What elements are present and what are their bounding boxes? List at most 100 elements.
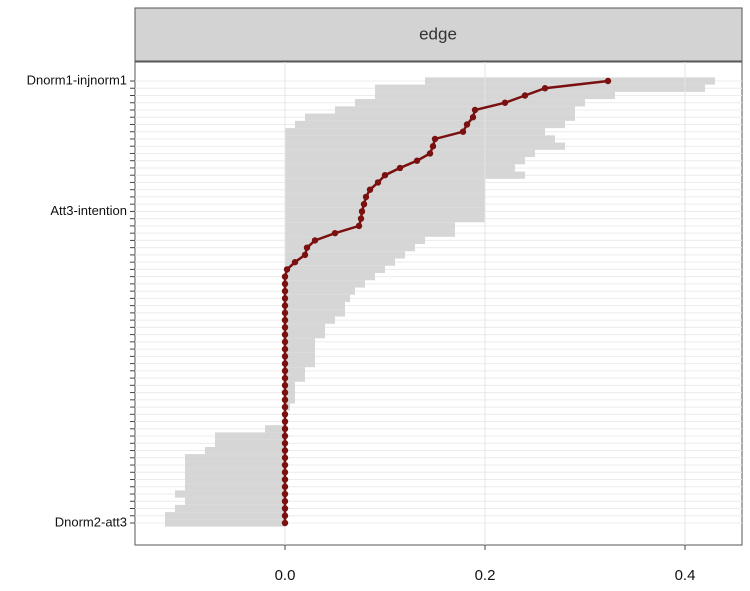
edge-point (311, 237, 319, 244)
ci-band (285, 287, 355, 295)
ci-band (285, 280, 365, 288)
edge-point (281, 302, 289, 309)
ci-band (285, 367, 305, 375)
edge-point (283, 266, 291, 273)
edge-point (360, 200, 368, 208)
edge-point (355, 222, 363, 230)
facet-strip (134, 7, 743, 62)
edge-point (469, 114, 477, 121)
edge-point (463, 121, 471, 128)
edge-point (281, 316, 289, 324)
ci-band (285, 128, 545, 136)
ci-band (285, 323, 325, 331)
ci-band (285, 330, 325, 339)
edge-point (381, 171, 389, 179)
edge-point (281, 389, 289, 396)
edge-point (281, 469, 289, 476)
edge-point (281, 382, 289, 389)
edge-point (366, 186, 374, 193)
edge-point (281, 483, 289, 490)
edge-point (281, 331, 289, 338)
edge-point (281, 461, 289, 469)
y-tick-label: Dnorm2-att3 (55, 514, 127, 529)
ci-band (285, 302, 345, 310)
ci-band (185, 497, 285, 505)
edge-point (396, 164, 404, 172)
ci-band (305, 113, 575, 121)
ci-band (175, 504, 285, 513)
x-tick-label: 0.4 (675, 567, 696, 584)
ci-band (215, 432, 285, 440)
ci-band (185, 483, 285, 491)
ci-band (285, 381, 295, 389)
ci-band (285, 157, 525, 165)
ci-band (165, 512, 285, 520)
edge-point (459, 128, 467, 135)
ci-band (295, 120, 565, 129)
ci-band (285, 294, 350, 302)
ci-band (375, 84, 705, 92)
ci-band (285, 352, 315, 360)
edge-point (281, 338, 289, 346)
x-tick-label: 0.2 (475, 567, 496, 584)
ci-band (285, 396, 295, 404)
ci-band (285, 186, 485, 194)
edge-point (429, 143, 437, 150)
ci-band (185, 475, 285, 484)
edge-point (331, 229, 339, 237)
ci-band (185, 454, 285, 462)
edge-point (362, 193, 370, 201)
edge-point (281, 360, 289, 367)
ci-band (185, 468, 285, 476)
ci-band (285, 258, 395, 266)
edge-point (281, 403, 289, 411)
edge-point (541, 85, 549, 92)
edge-point (471, 106, 479, 114)
edge-point (281, 396, 289, 404)
ci-band (375, 91, 615, 100)
edge-point (281, 440, 289, 447)
edge-point (301, 251, 309, 259)
ci-band (285, 178, 485, 187)
edge-point (521, 92, 529, 99)
edge-point (281, 295, 289, 302)
ci-band (285, 215, 485, 223)
ci-band (265, 425, 285, 433)
edge-point (426, 150, 434, 157)
ci-band (205, 446, 285, 455)
edge-point (281, 374, 289, 382)
edge-point (291, 258, 299, 266)
edge-point (281, 476, 289, 483)
edge-point (281, 490, 289, 498)
ci-band (285, 309, 345, 317)
edge-point (281, 309, 289, 317)
ci-band (285, 193, 485, 201)
ci-band (185, 461, 285, 469)
edge-point (281, 353, 289, 360)
ci-band (285, 171, 525, 179)
edge-point (281, 287, 289, 295)
edge-point (413, 157, 421, 164)
edge-point (501, 99, 509, 106)
ci-band (285, 222, 455, 230)
edge-point (281, 432, 289, 440)
x-tick-label: 0.0 (275, 567, 296, 584)
edge-point (303, 244, 311, 251)
y-tick-label: Dnorm1-injnorm1 (27, 72, 127, 87)
edge-point (431, 135, 439, 143)
edge-point (357, 215, 365, 222)
edge-point (281, 273, 289, 280)
ci-band (165, 519, 285, 527)
ci-band (335, 106, 575, 114)
edge-point (281, 367, 289, 375)
ci-band (285, 200, 485, 208)
ci-band (285, 149, 535, 158)
ci-band (285, 388, 295, 397)
ci-band (285, 207, 485, 216)
edge-point (374, 179, 382, 186)
edge-point (281, 411, 289, 418)
edge-point (281, 280, 289, 288)
ci-band (285, 338, 315, 346)
edge-point (281, 519, 289, 527)
ci-band (285, 316, 335, 324)
